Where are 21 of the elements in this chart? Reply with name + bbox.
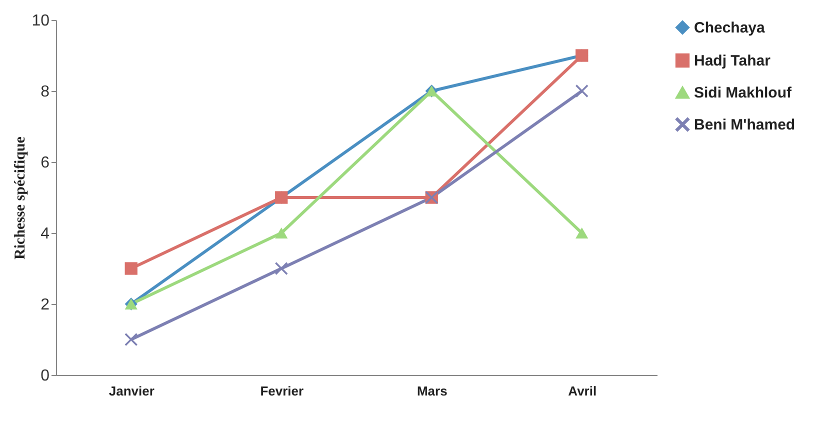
point <box>576 84 588 98</box>
legend-label: Beni M'hamed <box>694 116 796 134</box>
point <box>124 333 138 346</box>
y-tick-label: 4 <box>40 226 50 242</box>
y-tick-label: 0 <box>40 368 50 384</box>
x-tick-label: Fevrier <box>260 384 304 398</box>
point <box>275 262 288 275</box>
point <box>275 228 288 238</box>
legend-label: Sidi Makhlouf <box>694 84 793 102</box>
x-tick-label: Avril <box>568 384 597 398</box>
x-tick-label: Janvier <box>108 384 154 398</box>
point <box>576 228 588 238</box>
legend-label: Chechaya <box>694 20 766 36</box>
x-tick-label: Mars <box>416 384 448 398</box>
y-tick-label: 6 <box>40 154 50 172</box>
y-axis-title: Richesse spécifique <box>12 136 29 260</box>
y-tick-label: 10 <box>32 12 50 30</box>
point <box>124 262 138 275</box>
legend-label: Hadj Tahar <box>694 52 771 70</box>
y-tick-label: 2 <box>40 296 50 314</box>
y-tick-label: 8 <box>40 84 50 100</box>
